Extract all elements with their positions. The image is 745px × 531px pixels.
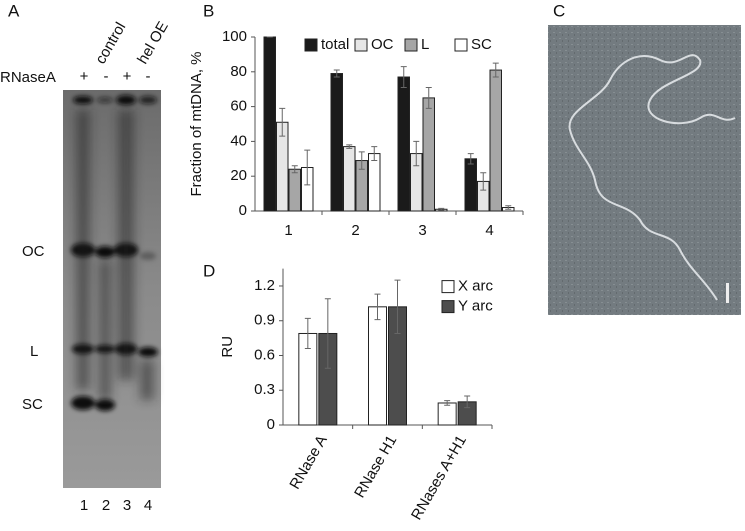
error-bar	[413, 140, 420, 167]
band-label: L	[30, 343, 38, 360]
y-tick-label: 0	[239, 202, 247, 219]
lane-treatment: +	[80, 68, 89, 85]
treatment-label: RNaseA	[0, 69, 56, 86]
error-bar	[371, 146, 378, 162]
x-tick-label: 2	[351, 222, 359, 239]
bar	[368, 153, 381, 212]
legend-swatch	[441, 300, 455, 314]
x-tick-label: 4	[485, 222, 493, 239]
lane-treatment: -	[146, 68, 151, 85]
y-tick-label: 80	[230, 63, 247, 80]
y-tick-label: 0	[267, 416, 275, 433]
error-bar	[324, 298, 331, 369]
error-bar	[374, 293, 381, 321]
error-bar	[279, 107, 286, 137]
bar	[330, 73, 343, 212]
error-bar	[304, 149, 311, 186]
em-image	[548, 25, 741, 315]
legend-label: total	[321, 36, 349, 53]
legend-label: X arc	[458, 278, 494, 295]
error-bar	[492, 62, 499, 78]
panel-label: D	[203, 261, 215, 280]
legend-label: L	[421, 36, 429, 53]
band-label: SC	[22, 396, 43, 413]
bar	[368, 306, 387, 426]
bar	[343, 146, 356, 212]
bar	[422, 97, 435, 212]
bar	[437, 402, 457, 426]
legend-swatch	[454, 38, 468, 52]
y-tick-label: 0.3	[254, 381, 275, 398]
panel-label: A	[8, 1, 20, 20]
error-bar	[333, 69, 340, 78]
x-tick-label: RNase H1	[351, 432, 400, 500]
legend-swatch	[354, 38, 368, 52]
legend-label: Y arc	[458, 298, 493, 315]
lane-number: 4	[144, 497, 152, 514]
legend-label: SC	[471, 36, 492, 53]
bar	[263, 36, 276, 212]
lane-treatment: -	[104, 68, 109, 85]
y-axis-label: Fraction of mtDNA, %	[188, 51, 205, 196]
error-bar	[505, 205, 512, 210]
y-tick-label: 0.9	[254, 312, 275, 329]
x-tick-label: 1	[284, 222, 292, 239]
bar	[489, 69, 502, 212]
group-label: hel OE	[134, 19, 172, 67]
y-tick-label: 20	[230, 167, 247, 184]
error-bar	[444, 400, 451, 406]
error-bar	[394, 279, 401, 334]
error-bar	[291, 165, 298, 174]
bar	[397, 76, 410, 212]
y-axis-label: RU	[219, 336, 236, 358]
error-bar	[464, 395, 471, 409]
x-tick-label: 3	[418, 222, 426, 239]
lane-number: 2	[102, 497, 110, 514]
legend-swatch	[304, 38, 318, 52]
legend-label: OC	[371, 36, 394, 53]
group-label: control	[92, 19, 129, 66]
y-tick-label: 60	[230, 98, 247, 115]
band-label: OC	[22, 243, 45, 260]
bar	[464, 158, 477, 212]
error-bar	[438, 207, 445, 211]
x-tick-label: RNases A+H1	[408, 432, 470, 522]
error-bar	[358, 151, 365, 170]
y-tick-label: 1.2	[254, 277, 275, 294]
y-tick-label: 100	[222, 28, 247, 45]
error-bar	[425, 86, 432, 109]
panel-label: B	[203, 1, 214, 20]
error-bar	[304, 317, 311, 350]
y-tick-label: 0.6	[254, 346, 275, 363]
bar	[288, 168, 301, 212]
lane-number: 1	[80, 497, 88, 514]
x-tick-label: RNase A	[286, 432, 330, 492]
lane-treatment: +	[123, 68, 132, 85]
lane-number: 3	[123, 497, 131, 514]
gel-image	[63, 90, 161, 488]
error-bar	[346, 144, 353, 149]
legend-swatch	[404, 38, 418, 52]
error-bar	[400, 66, 407, 88]
y-tick-label: 40	[230, 132, 247, 149]
error-bar	[480, 172, 487, 191]
panel-label: C	[553, 1, 565, 20]
legend-swatch	[441, 280, 455, 294]
error-bar	[467, 153, 474, 165]
